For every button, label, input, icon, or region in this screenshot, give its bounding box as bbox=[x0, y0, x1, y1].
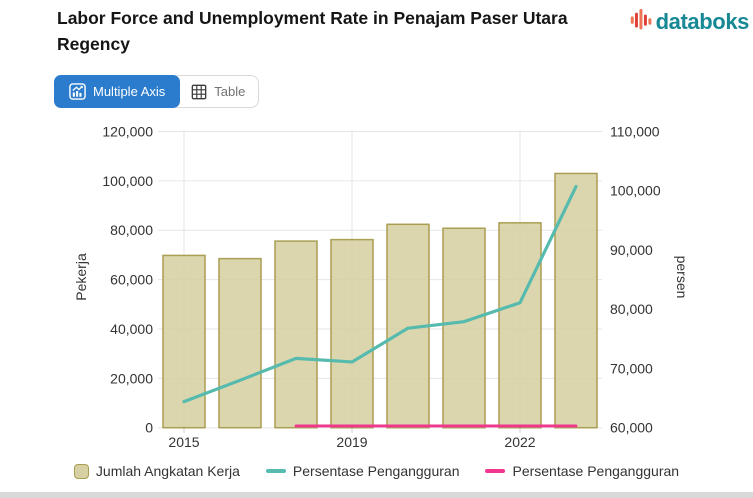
right-axis-tick-label: 110,000 bbox=[610, 124, 660, 140]
databoks-logo-text: databoks bbox=[655, 9, 750, 34]
legend-item-pengangguran-pink[interactable]: Persentase Pengangguran bbox=[485, 463, 679, 479]
left-axis-title: Pekerja bbox=[73, 253, 89, 301]
databoks-logo: databoks bbox=[630, 8, 749, 36]
table-grid-icon bbox=[191, 84, 207, 99]
page-title: Labor Force and Unemployment Rate in Pen… bbox=[57, 8, 568, 54]
left-axis-tick-label: 100,000 bbox=[102, 173, 153, 189]
bottom-divider bbox=[0, 492, 753, 498]
right-axis-tick-label: 60,000 bbox=[610, 420, 653, 436]
multiple-axis-button[interactable]: Multiple Axis bbox=[54, 75, 181, 108]
databoks-logo-icon bbox=[630, 8, 652, 30]
right-axis-tick-label: 90,000 bbox=[610, 242, 653, 258]
multiple-axis-button-label: Multiple Axis bbox=[93, 84, 166, 99]
view-toggle-group: Multiple Axis Table bbox=[54, 75, 260, 108]
left-axis-tick-label: 80,000 bbox=[110, 222, 153, 238]
left-axis-tick-label: 60,000 bbox=[110, 272, 153, 288]
table-button[interactable]: Table bbox=[171, 75, 260, 108]
bar-2023[interactable] bbox=[554, 172, 598, 429]
teal-line-series[interactable] bbox=[182, 184, 578, 404]
right-axis-tick-label: 100,000 bbox=[610, 183, 661, 199]
right-axis-title: persen bbox=[674, 256, 690, 299]
bar-2017[interactable] bbox=[274, 240, 318, 429]
x-axis-label: 2022 bbox=[504, 434, 535, 450]
legend-label: Persentase Pengangguran bbox=[292, 463, 460, 479]
bar-2016[interactable] bbox=[218, 257, 262, 429]
legend-swatch-bar bbox=[73, 463, 89, 479]
chart-legend: Jumlah Angkatan Kerja Persentase Pengang… bbox=[0, 459, 753, 483]
x-axis-label: 2019 bbox=[336, 434, 367, 450]
legend-item-angkatan-kerja[interactable]: Jumlah Angkatan Kerja bbox=[73, 463, 240, 479]
legend-swatch-pink-line bbox=[485, 469, 506, 473]
legend-swatch-teal-line bbox=[265, 469, 286, 473]
bar-2019[interactable] bbox=[330, 238, 374, 429]
x-axis-label: 2015 bbox=[168, 434, 199, 450]
bar-2021[interactable] bbox=[442, 227, 486, 429]
legend-item-pengangguran-teal[interactable]: Persentase Pengangguran bbox=[265, 463, 460, 479]
left-axis-tick-label: 40,000 bbox=[110, 321, 153, 337]
table-button-label: Table bbox=[214, 84, 246, 99]
bar-2015[interactable] bbox=[162, 254, 206, 429]
left-axis-tick-label: 20,000 bbox=[110, 370, 153, 386]
multiple-axis-chart-icon bbox=[69, 83, 86, 100]
right-axis-tick-label: 80,000 bbox=[610, 301, 653, 317]
right-axis-tick-label: 70,000 bbox=[610, 360, 653, 376]
bar-2022[interactable] bbox=[498, 222, 542, 429]
legend-label: Persentase Pengangguran bbox=[512, 463, 680, 479]
left-axis-tick-label: 120,000 bbox=[102, 124, 153, 140]
legend-label: Jumlah Angkatan Kerja bbox=[95, 463, 240, 479]
left-axis-tick-label: 0 bbox=[145, 420, 153, 436]
